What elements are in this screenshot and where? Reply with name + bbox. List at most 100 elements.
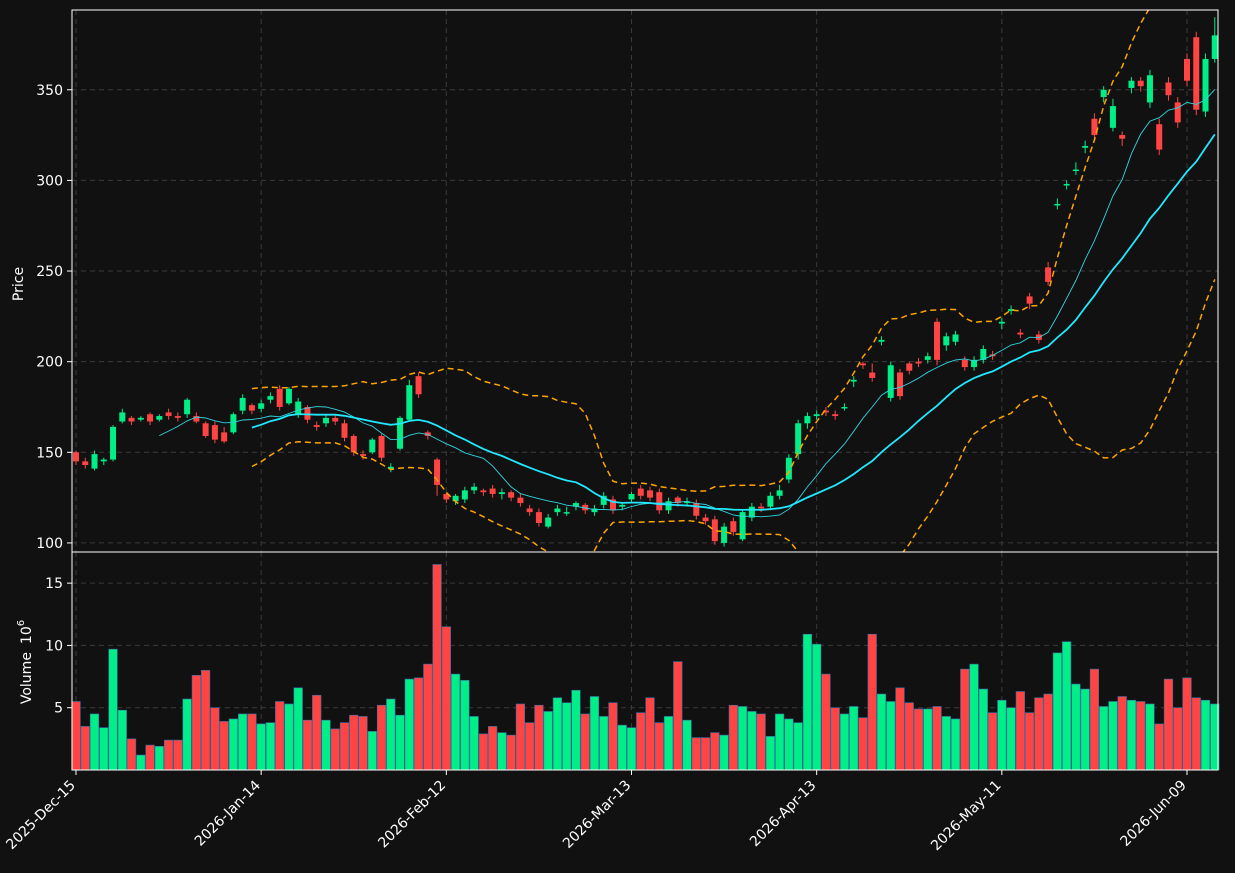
volume-bar bbox=[997, 699, 1007, 771]
volume-bar bbox=[1006, 707, 1016, 771]
candle-body bbox=[721, 526, 728, 543]
candle-body bbox=[230, 414, 237, 433]
candle-body bbox=[702, 517, 709, 522]
volume-bar bbox=[497, 732, 507, 771]
price-tick-label: 350 bbox=[36, 83, 63, 99]
candle-body bbox=[609, 499, 616, 511]
volume-bar bbox=[154, 746, 164, 771]
candle-body bbox=[517, 497, 524, 504]
volume-bar bbox=[488, 726, 498, 771]
volume-bar bbox=[349, 714, 359, 771]
volume-axis-exponent: 6 bbox=[16, 620, 27, 626]
candle-body bbox=[915, 361, 922, 364]
upper-band-line bbox=[251, 10, 1150, 492]
candle-body bbox=[1109, 106, 1116, 128]
volume-tick-label: 10 bbox=[45, 638, 63, 654]
candle-body bbox=[369, 439, 376, 453]
volume-bar bbox=[173, 739, 183, 771]
volume-bar bbox=[182, 698, 192, 771]
price-axis-label: Price bbox=[11, 267, 27, 301]
volume-bar bbox=[913, 708, 924, 771]
volume-bar bbox=[728, 704, 738, 771]
volume-bar bbox=[265, 722, 276, 771]
candle-body bbox=[1184, 58, 1190, 81]
volume-bar bbox=[793, 722, 803, 771]
candle-body bbox=[628, 493, 635, 500]
candle-body bbox=[1137, 80, 1144, 87]
candle-body bbox=[934, 321, 941, 360]
candle-body bbox=[832, 414, 839, 417]
candle-body bbox=[572, 503, 579, 507]
volume-bar bbox=[589, 696, 600, 771]
volume-bar bbox=[775, 713, 785, 771]
candle-body bbox=[489, 488, 496, 494]
volume-bar bbox=[432, 564, 442, 771]
volume-bar bbox=[1108, 701, 1118, 771]
candle-body bbox=[1202, 58, 1209, 112]
candle-body bbox=[526, 508, 533, 513]
volume-bar bbox=[1191, 697, 1201, 771]
candle-body bbox=[1174, 102, 1181, 123]
volume-bar bbox=[376, 704, 387, 771]
candle-body bbox=[110, 426, 117, 460]
candle-body bbox=[850, 379, 857, 382]
volume-bar bbox=[99, 727, 109, 771]
candle-body bbox=[535, 512, 542, 523]
volume-bar bbox=[950, 718, 961, 771]
volume-bar bbox=[441, 626, 451, 771]
volume-axis-label-text: Volume bbox=[19, 652, 35, 704]
volume-bar bbox=[830, 707, 840, 771]
candle-body bbox=[841, 406, 848, 409]
volume-bar bbox=[1163, 678, 1174, 771]
volume-bar bbox=[1182, 677, 1192, 771]
volume-bar bbox=[1145, 703, 1155, 771]
candle-body bbox=[1026, 296, 1033, 304]
volume-axis-label: Volume 106 bbox=[16, 620, 35, 704]
candle-body bbox=[1063, 184, 1070, 186]
volume-bar bbox=[89, 713, 100, 771]
volume-bar bbox=[719, 734, 729, 771]
moving-average-slow-line bbox=[251, 133, 1216, 511]
volume-bar bbox=[617, 724, 627, 771]
candle-body bbox=[924, 356, 931, 360]
volume-bar bbox=[987, 712, 998, 771]
volume-bar bbox=[238, 713, 248, 771]
candle-body bbox=[295, 401, 302, 415]
candle-body bbox=[887, 365, 894, 398]
volume-bar bbox=[275, 701, 285, 771]
volume-bar bbox=[626, 727, 637, 771]
volume-bar bbox=[534, 704, 544, 771]
candle-body bbox=[563, 512, 570, 514]
candle-body bbox=[1156, 124, 1163, 150]
candle-body bbox=[258, 403, 265, 409]
volume-bar bbox=[1052, 652, 1062, 771]
price-grid bbox=[72, 10, 1218, 552]
volume-bar bbox=[284, 703, 294, 771]
volume-bar bbox=[867, 633, 877, 771]
volume-bar bbox=[358, 716, 368, 771]
volume-bar bbox=[756, 713, 766, 771]
candle-body bbox=[776, 490, 783, 496]
candle-body bbox=[647, 490, 654, 498]
volume-bar bbox=[737, 706, 748, 771]
candle-body bbox=[758, 506, 765, 509]
candle-body bbox=[193, 416, 200, 422]
candle-body bbox=[211, 425, 218, 440]
candle-body bbox=[1008, 309, 1015, 311]
candle-body bbox=[480, 490, 487, 493]
volume-bar bbox=[247, 713, 257, 771]
volume-bar bbox=[293, 687, 303, 771]
volume-bar bbox=[645, 697, 655, 771]
candle-body bbox=[406, 385, 413, 420]
candle-body bbox=[1054, 203, 1061, 206]
candle-body bbox=[554, 508, 561, 513]
candle-body bbox=[813, 414, 820, 417]
price-tick-label: 250 bbox=[36, 264, 63, 280]
candle-body bbox=[452, 495, 459, 502]
candle-body bbox=[674, 497, 681, 504]
volume-bar bbox=[1117, 696, 1127, 771]
volume-bar bbox=[71, 701, 81, 771]
candle-body bbox=[508, 492, 515, 498]
volume-axis-ticks: 5 10 15 bbox=[45, 576, 72, 717]
volume-bar bbox=[367, 731, 377, 771]
